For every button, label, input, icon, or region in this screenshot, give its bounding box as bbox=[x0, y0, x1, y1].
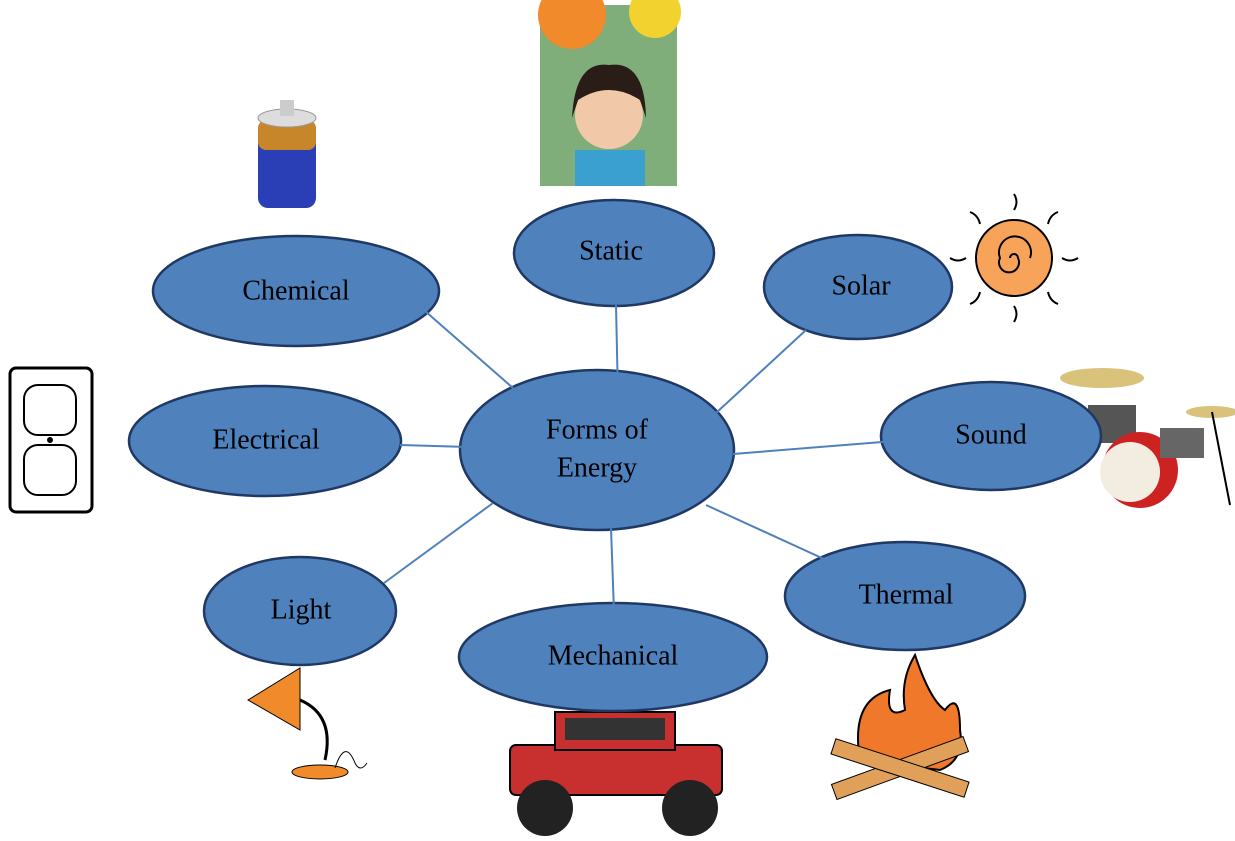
center-label: Energy bbox=[557, 452, 637, 483]
battery-icon bbox=[258, 100, 316, 208]
node-label: Mechanical bbox=[548, 640, 679, 671]
connector bbox=[384, 503, 493, 583]
outlet-icon bbox=[10, 368, 92, 512]
node-label: Thermal bbox=[859, 579, 954, 610]
connector bbox=[706, 505, 848, 570]
node-label: Light bbox=[271, 594, 332, 625]
sun-icon bbox=[950, 194, 1078, 322]
node-label: Solar bbox=[831, 270, 891, 301]
center-label: Forms of bbox=[546, 414, 649, 445]
diagram: Forms of Energy Static Chemical Solar El… bbox=[0, 0, 1235, 841]
node-label: Static bbox=[579, 235, 643, 266]
node-label: Electrical bbox=[212, 424, 319, 455]
connector bbox=[716, 330, 806, 413]
node-label: Sound bbox=[955, 419, 1027, 450]
connector bbox=[425, 311, 513, 388]
static-photo bbox=[538, 0, 681, 186]
lamp-icon bbox=[248, 668, 367, 779]
fire-icon bbox=[831, 655, 969, 799]
connector bbox=[733, 440, 907, 454]
jeep-icon bbox=[510, 712, 722, 836]
center-node bbox=[460, 370, 734, 530]
node-label: Chemical bbox=[242, 275, 350, 306]
